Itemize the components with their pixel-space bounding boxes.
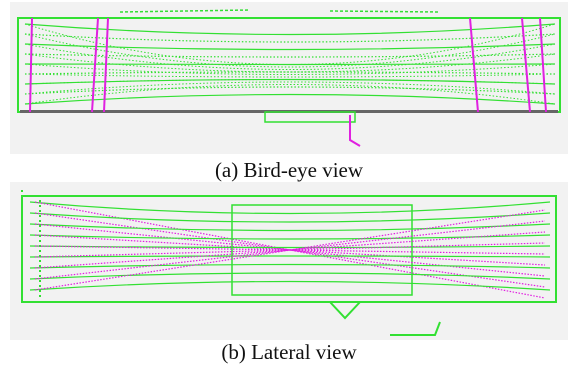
scan-line — [25, 64, 555, 65]
figure: (a) Bird-eye view (b) Lateral view — [0, 0, 578, 365]
caption-a: (a) Bird-eye view — [215, 158, 364, 182]
caption-b: (b) Lateral view — [221, 340, 357, 364]
